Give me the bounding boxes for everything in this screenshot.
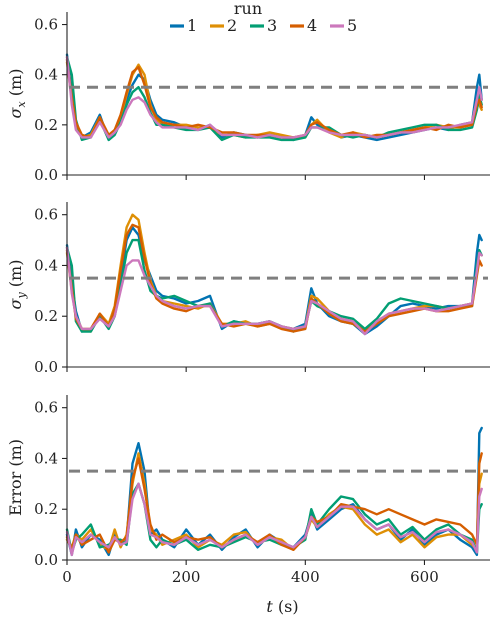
y-axis-label-unit: (m) [6, 69, 25, 102]
legend-label-4: 4 [307, 16, 317, 35]
y-axis-label-text: σ [6, 106, 25, 118]
y-axis-label-subscript: x [15, 101, 28, 108]
y-axis-label: Error (m) [6, 439, 25, 516]
x-tick-label: 600 [410, 568, 439, 586]
series-group [65, 53, 483, 142]
x-tick-label: 0 [62, 568, 72, 586]
series-line-run-3 [65, 238, 483, 333]
panel-3: 0.0 0.2 0.4 0.6 0 200 400 600 Error (m) t (s) [6, 395, 490, 616]
series-line-run-4 [65, 58, 483, 139]
legend-label-1: 1 [187, 16, 197, 35]
series-line-run-5 [65, 482, 483, 557]
legend-title: run [234, 0, 262, 18]
legend-entries: 1 2 3 4 5 [170, 16, 357, 35]
y-tick-label: 0.0 [34, 166, 58, 184]
series-line-run-5 [65, 55, 483, 139]
y-axis-label-text: σ [6, 297, 25, 309]
series-group [65, 213, 483, 336]
x-axis-label: t (s) [266, 597, 298, 616]
y-tick-label: 0.4 [34, 449, 58, 467]
y-tick-label: 0.6 [34, 16, 58, 34]
y-tick-label: 0.4 [34, 66, 58, 84]
legend-label-3: 3 [267, 16, 277, 35]
legend: run 1 2 3 4 5 [170, 0, 357, 35]
y-tick-label: 0.0 [34, 358, 58, 376]
y-tick-label: 0.6 [34, 206, 58, 224]
y-axis-label-unit: (m) [6, 439, 25, 472]
legend-label-5: 5 [347, 16, 357, 35]
y-tick-label: 0.6 [34, 399, 58, 417]
x-axis-label-unit: (s) [273, 597, 299, 616]
panel-1: 0.0 0.2 0.4 0.6 σx (m) [6, 12, 490, 184]
x-tick-label: 200 [172, 568, 201, 586]
y-tick-label: 0.2 [34, 116, 58, 134]
y-axis-label-unit: (m) [6, 260, 25, 293]
series-line-run-1 [65, 226, 483, 336]
legend-label-2: 2 [227, 16, 237, 35]
y-axis-label-subscript: y [15, 292, 28, 300]
y-tick-label: 0.0 [34, 551, 58, 569]
x-axis-label-var: t [266, 597, 273, 616]
series-group [65, 426, 483, 557]
y-tick-label: 0.2 [34, 500, 58, 518]
panels: 0.00.20.40.6σx (m)0.00.20.40.6σy (m)0.00… [6, 12, 490, 616]
y-axis-label: σx (m) [6, 69, 28, 119]
y-tick-label: 0.2 [34, 307, 58, 325]
y-axis-label-text: Error [6, 471, 25, 516]
panel-2: 0.0 0.2 0.4 0.6 σy (m) [6, 202, 490, 376]
y-tick-label: 0.4 [34, 256, 58, 274]
series-line-run-5 [65, 246, 483, 336]
series-line-run-4 [65, 223, 483, 333]
y-axis-label: σy (m) [6, 260, 28, 310]
x-tick-label: 400 [291, 568, 320, 586]
